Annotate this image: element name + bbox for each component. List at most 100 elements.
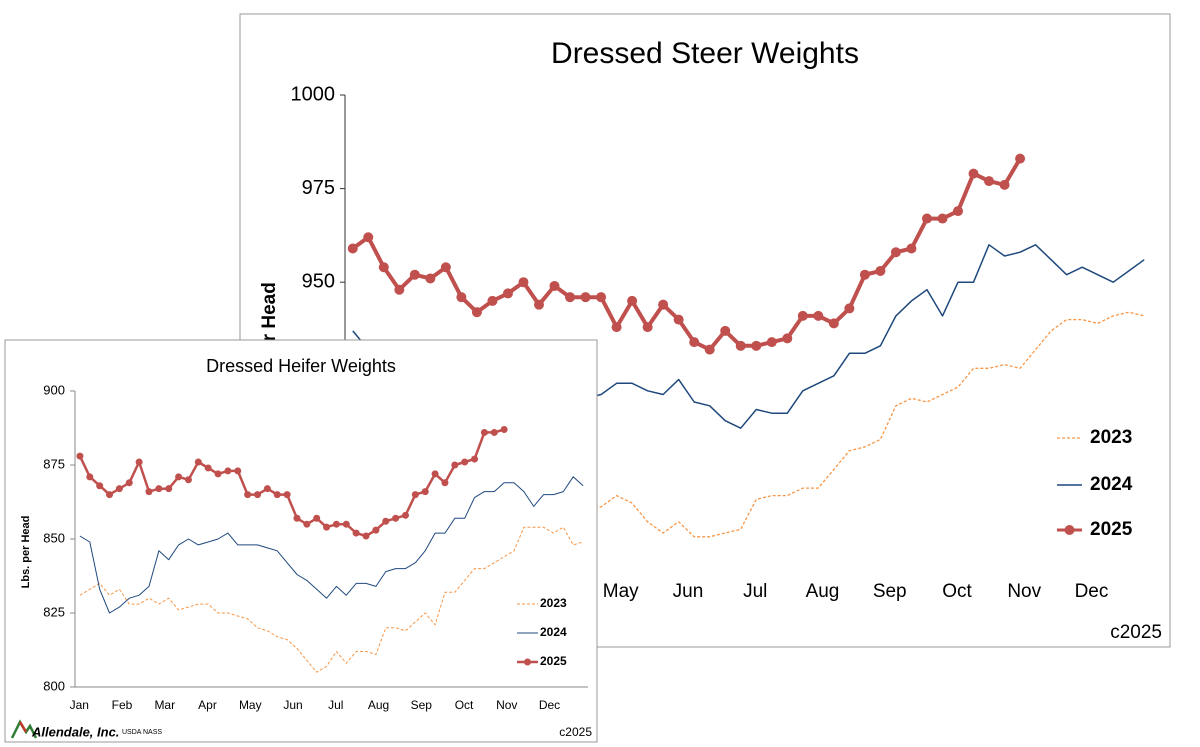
marker	[673, 314, 684, 325]
legend-label: 2025	[540, 654, 567, 668]
marker	[921, 213, 932, 224]
marker	[155, 485, 163, 493]
y-tick-label: 900	[43, 382, 65, 397]
marker	[487, 295, 498, 306]
marker	[273, 491, 281, 499]
marker	[303, 520, 311, 528]
marker	[106, 491, 114, 499]
marker	[782, 333, 793, 344]
source-label: c2025	[1110, 622, 1162, 643]
marker	[224, 467, 232, 475]
marker	[937, 213, 948, 224]
y-tick-label: 950	[302, 270, 335, 292]
y-axis-label: Lbs. per Head	[20, 516, 32, 589]
marker	[425, 273, 436, 284]
marker	[96, 482, 104, 490]
marker	[204, 464, 212, 472]
x-tick-label: Nov	[496, 698, 517, 712]
marker	[135, 458, 143, 466]
marker	[263, 485, 271, 493]
chart: Dressed Heifer Weights 800 825 850 875 900 Jan…	[4, 339, 598, 743]
marker	[875, 265, 886, 276]
source-label: c2025	[559, 725, 592, 739]
marker	[441, 479, 449, 487]
legend-marker	[1064, 525, 1075, 535]
chart-title: Dressed Heifer Weights	[206, 356, 396, 376]
marker	[999, 179, 1010, 190]
legend-label: 2024	[1090, 474, 1133, 495]
marker	[323, 523, 331, 531]
legend-label: 2023	[1090, 427, 1132, 448]
marker	[362, 532, 370, 540]
x-tick-label: Apr	[198, 698, 217, 712]
marker	[392, 514, 400, 522]
marker	[533, 299, 544, 310]
marker	[401, 511, 409, 519]
marker	[490, 428, 498, 436]
x-tick-label: May	[603, 581, 639, 602]
marker	[411, 491, 419, 499]
marker	[372, 526, 380, 534]
marker	[421, 488, 429, 496]
x-tick-label: Feb	[112, 698, 133, 712]
y-tick-label: 850	[43, 530, 65, 545]
marker	[502, 288, 513, 299]
marker	[347, 243, 358, 254]
marker	[751, 340, 762, 351]
marker	[890, 247, 901, 258]
x-tick-label: Jan	[70, 698, 89, 712]
marker	[165, 485, 173, 493]
marker	[580, 292, 591, 303]
marker	[565, 292, 576, 303]
marker	[480, 428, 488, 436]
marker	[409, 269, 420, 280]
marker	[184, 476, 192, 484]
logo-text: Allendale, Inc.	[31, 724, 119, 739]
marker	[461, 458, 469, 466]
line-series	[79, 476, 584, 614]
marker	[313, 514, 321, 522]
marker	[76, 452, 84, 460]
marker	[234, 467, 242, 475]
marker	[968, 168, 979, 179]
marker	[500, 425, 508, 433]
marker	[283, 491, 291, 499]
marker	[332, 520, 340, 528]
y-tick-label: 800	[43, 678, 65, 693]
marker	[627, 295, 638, 306]
x-tick-label: Mar	[154, 698, 175, 712]
marker	[115, 485, 123, 493]
marker	[451, 461, 459, 469]
marker	[844, 303, 855, 314]
marker	[658, 299, 669, 310]
marker	[766, 337, 777, 348]
marker	[342, 520, 350, 528]
marker	[382, 517, 390, 525]
marker	[549, 280, 560, 291]
marker	[642, 322, 653, 333]
marker	[194, 458, 202, 466]
x-tick-label: Dec	[539, 698, 560, 712]
x-tick-label: Jun	[673, 581, 704, 602]
logo-mark-accent	[18, 721, 28, 733]
x-tick-label: Jul	[328, 698, 343, 712]
y-tick-label: 975	[302, 177, 335, 199]
y-tick-label: 825	[43, 604, 65, 619]
x-tick-label: Oct	[942, 581, 972, 602]
x-tick-label: Oct	[455, 698, 474, 712]
x-tick-label: Nov	[1007, 581, 1041, 602]
marker	[456, 292, 467, 303]
x-tick-label: Sep	[411, 698, 433, 712]
marker	[214, 470, 222, 478]
x-tick-label: Jun	[283, 698, 302, 712]
marker	[984, 176, 995, 187]
marker	[471, 455, 479, 463]
legend-label: 2024	[540, 625, 567, 639]
marker	[293, 514, 301, 522]
marker	[735, 340, 746, 351]
marker	[906, 243, 917, 254]
marker	[125, 479, 133, 487]
marker	[175, 473, 183, 481]
note: USDA NASS	[122, 729, 162, 736]
